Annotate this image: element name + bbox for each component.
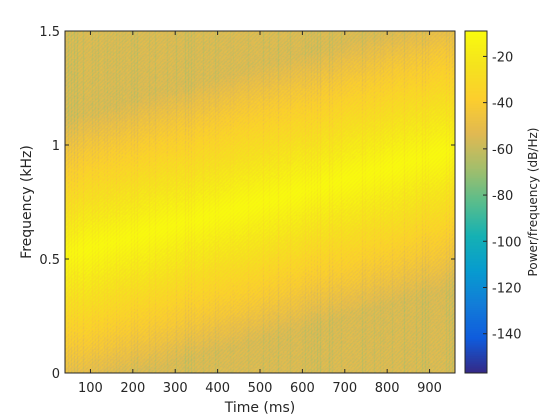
colorbar-gradient [465, 31, 487, 373]
y-axis-label: Frequency (kHz) [19, 145, 35, 259]
x-tick-label: 400 [205, 381, 230, 396]
y-tick-label: 1.5 [39, 25, 60, 40]
colorbar-tick-label: -60 [492, 143, 513, 158]
x-axis-ticks: 100 200 300 400 500 600 700 800 900 [78, 31, 442, 396]
x-tick-label: 100 [78, 381, 103, 396]
x-axis-label: Time (ms) [224, 400, 296, 416]
spectrogram-heatmap [65, 31, 455, 373]
x-tick-label: 300 [163, 381, 188, 396]
y-tick-label: 0 [52, 367, 60, 382]
x-tick-label: 500 [248, 381, 273, 396]
y-tick-label: 1 [52, 139, 60, 154]
colorbar-tick-label: -20 [492, 50, 513, 65]
x-tick-label: 800 [375, 381, 400, 396]
colorbar-tick-label: -40 [492, 97, 513, 112]
colorbar: -20 -40 -60 -80 -100 -120 -140 [464, 30, 522, 374]
colorbar-tick-label: -140 [492, 328, 522, 343]
spectrogram-plot-area [64, 30, 456, 374]
colorbar-frame [464, 30, 488, 374]
y-tick-label: 0.5 [39, 253, 60, 268]
x-tick-label: 700 [332, 381, 357, 396]
colorbar-label: Power/frequency (dB/Hz) [526, 128, 540, 277]
colorbar-tick-label: -120 [492, 282, 522, 297]
colorbar-tick-label: -80 [492, 189, 513, 204]
x-tick-label: 600 [290, 381, 315, 396]
x-tick-label: 900 [417, 381, 442, 396]
y-axis-ticks: 0 0.5 1 1.5 [39, 25, 455, 382]
x-tick-label: 200 [120, 381, 145, 396]
colorbar-tick-label: -100 [492, 235, 522, 250]
colorbar-ticks: -20 -40 -60 -80 -100 -120 -140 [483, 50, 522, 343]
